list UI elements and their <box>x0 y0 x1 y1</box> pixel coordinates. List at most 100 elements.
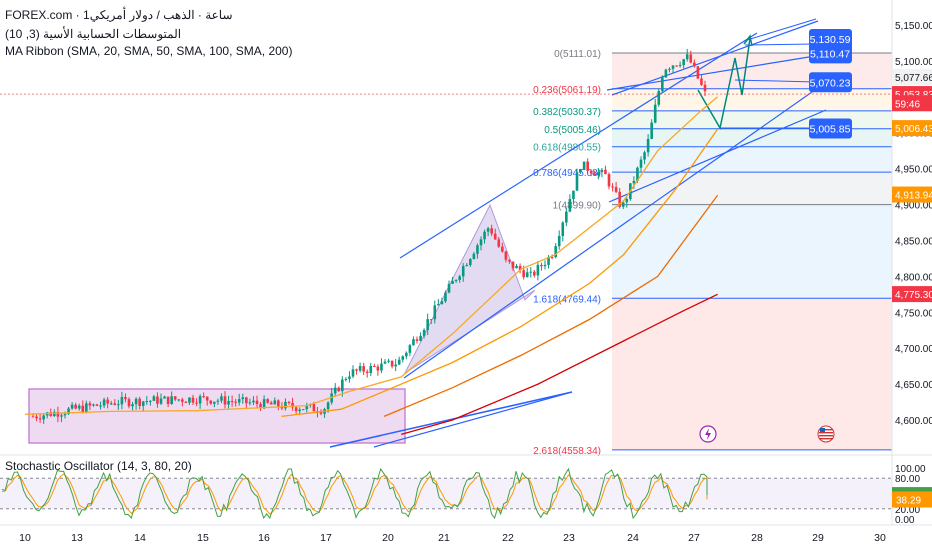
candle-body <box>202 396 205 398</box>
candle-body <box>294 407 298 412</box>
y-tick-label: 4,600.00 <box>895 416 932 427</box>
candle-body <box>120 397 124 405</box>
candle-body <box>565 211 568 223</box>
candle-body <box>536 264 540 276</box>
candle-body <box>184 401 188 403</box>
candle-body <box>529 271 533 273</box>
fib-zone <box>612 172 892 205</box>
target-price-label: 5,005.85 <box>810 124 851 136</box>
candle-body <box>138 398 141 406</box>
candle-body <box>298 409 301 412</box>
candle-body <box>383 361 387 364</box>
stochastic-title[interactable]: Stochastic Oscillator (14, 3, 80, 20) <box>5 459 192 473</box>
fib-zone <box>612 298 892 450</box>
candle-body <box>444 292 447 302</box>
price-badge-label: 5,006.43 <box>895 124 932 135</box>
candle-body <box>348 376 351 379</box>
ma-line <box>383 194 719 417</box>
candle-body <box>668 68 671 70</box>
candle-body <box>678 64 682 66</box>
candle-body <box>429 319 433 321</box>
candle-body <box>31 416 35 418</box>
candle-body <box>230 401 234 403</box>
candle-body <box>579 169 582 173</box>
candle-body <box>397 359 401 365</box>
x-tick-label: 15 <box>197 532 209 544</box>
candle-body <box>117 404 120 406</box>
candle-body <box>518 265 522 271</box>
fib-zone <box>612 146 892 173</box>
candle-body <box>77 405 81 409</box>
fib-label: 0.236(5061.19) <box>533 85 601 96</box>
ma-ribbon-label[interactable]: MA Ribbon (SMA, 20, SMA, 50, SMA, 100, S… <box>5 44 293 58</box>
candle-body <box>703 84 707 92</box>
candle-body <box>646 138 650 153</box>
candle-body <box>351 369 355 377</box>
x-tick-label: 20 <box>382 532 394 544</box>
candle-body <box>458 276 461 280</box>
candle-body <box>365 371 369 373</box>
target-price-label: 5,130.59 <box>810 34 851 46</box>
y-tick-label: 5,100.00 <box>895 57 932 68</box>
osc-tick-label: 20.00 <box>895 505 920 516</box>
candle-body <box>682 59 685 65</box>
candle-body <box>493 233 497 240</box>
candle-body <box>486 228 490 232</box>
candle-body <box>220 396 223 401</box>
target-badge <box>809 72 852 93</box>
x-tick-label: 29 <box>812 532 824 544</box>
x-tick-label: 27 <box>688 532 700 544</box>
trend-line <box>373 391 573 448</box>
osc-tick-label: 100.00 <box>895 464 926 475</box>
candle-body <box>344 378 348 380</box>
stoch-k-line <box>1 467 708 520</box>
candle-body <box>607 174 611 187</box>
candle-body <box>597 172 600 176</box>
fib-label: 0.382(5030.37) <box>533 107 601 118</box>
candle-body <box>586 161 589 171</box>
fib-label: 0.786(4945.08) <box>533 168 601 179</box>
stoch-d-badge-label: 38.29 <box>896 495 921 506</box>
fib-label: 1(4899.90) <box>553 201 601 212</box>
price-badge <box>892 186 932 203</box>
symbol-title[interactable]: FOREX.com · 1ساعة · الذهب / دولار أمريكي <box>5 8 233 22</box>
target-price-label: 5,070.23 <box>810 77 851 89</box>
candle-body <box>387 360 390 362</box>
candle-body <box>636 167 639 181</box>
candle-body <box>355 369 358 371</box>
y-tick-label: 5,150.00 <box>895 21 932 32</box>
ema-indicator-label[interactable]: المتوسطات الحسابية الأسية (3, 10) <box>5 27 182 41</box>
candle-body <box>305 405 309 410</box>
candle-body <box>163 396 166 399</box>
candle-body <box>237 399 241 403</box>
consolidation-box <box>28 388 406 444</box>
x-tick-label: 30 <box>874 532 886 544</box>
price-badge-label: 4,775.30 <box>895 290 932 301</box>
trend-line <box>329 391 573 448</box>
projection-arrow <box>743 34 753 47</box>
candle-body <box>106 399 109 404</box>
candle-body <box>241 397 245 400</box>
x-tick-label: 23 <box>563 532 575 544</box>
candle-body <box>248 402 252 404</box>
candle-body <box>440 301 444 305</box>
candle-body <box>625 199 629 203</box>
candle-body <box>35 416 38 419</box>
candle-body <box>38 418 42 420</box>
price-badge <box>892 68 932 85</box>
candle-body <box>213 401 216 404</box>
candle-body <box>611 186 614 188</box>
candle-body <box>166 396 170 404</box>
candle-body <box>63 413 67 416</box>
candle-body <box>362 366 365 372</box>
candle-body <box>469 258 472 266</box>
candle-body <box>195 402 198 404</box>
candle-body <box>522 270 525 278</box>
fib-zone <box>612 204 892 299</box>
candle-body <box>593 173 597 176</box>
candle-body <box>696 66 700 79</box>
candle-body <box>102 399 106 406</box>
candle-body <box>181 399 184 402</box>
candle-body <box>74 404 77 409</box>
